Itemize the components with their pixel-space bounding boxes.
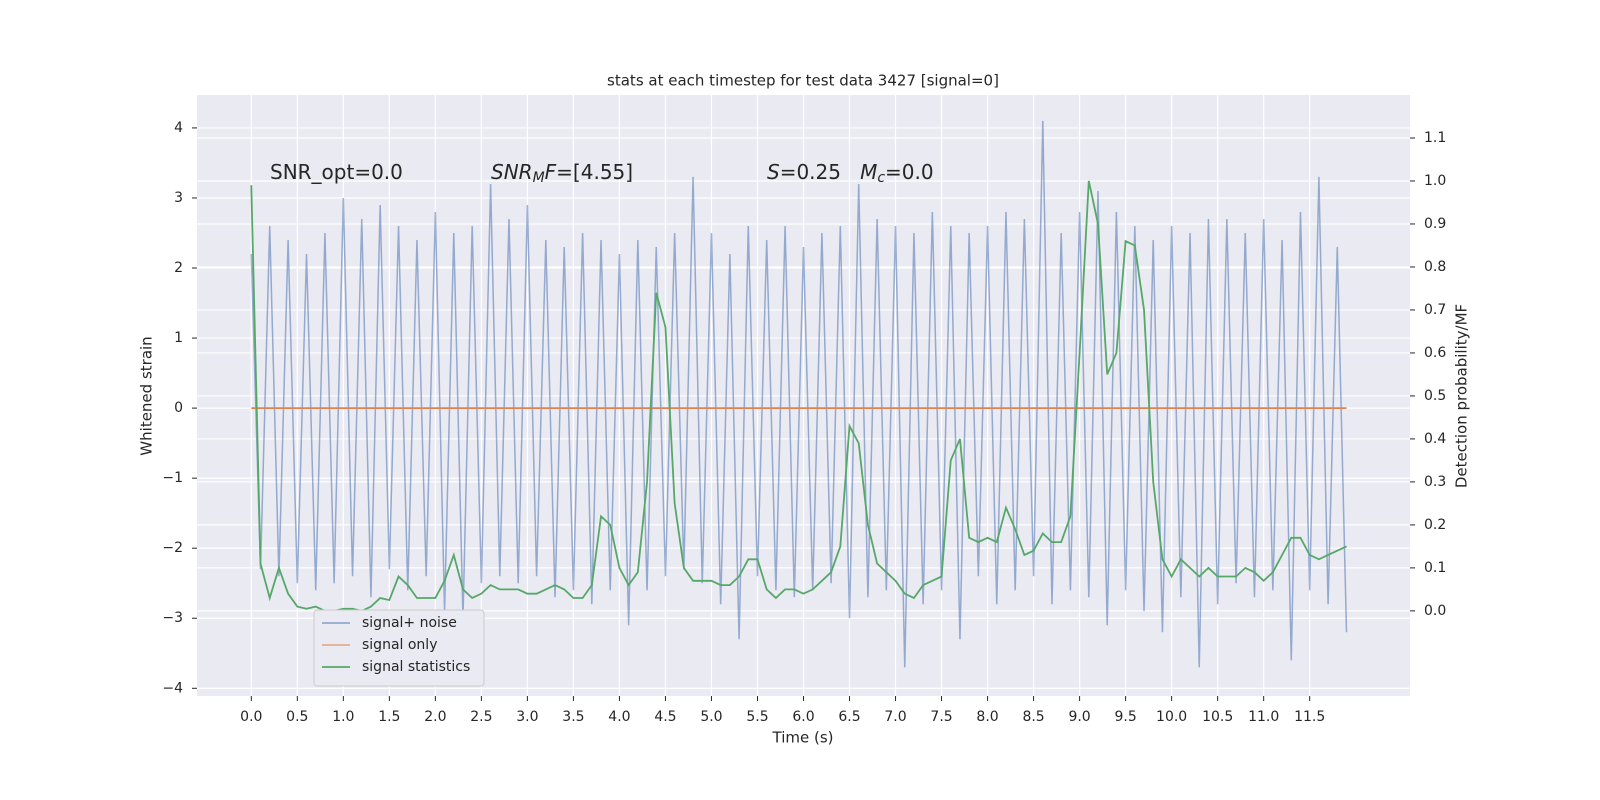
y2-tick-label: 0.0: [1424, 603, 1446, 619]
annotation: SNR_opt=0.0: [270, 160, 403, 184]
y-axis-label: Whitened strain: [138, 336, 156, 455]
x-tick-label: 8.0: [976, 709, 998, 725]
y2-tick-label: 0.4: [1424, 431, 1446, 447]
y2-axis-label: Detection probability/MF: [1453, 304, 1471, 488]
y-tick-label: −1: [162, 470, 183, 486]
y-tick-label: −4: [162, 680, 183, 696]
annotation-part: F: [545, 160, 557, 184]
legend-box: [313, 609, 485, 687]
x-tick-label: 1.0: [332, 709, 354, 725]
x-tick-label: 1.5: [378, 709, 400, 725]
x-tick-label: 3.5: [562, 709, 584, 725]
x-tick-label: 6.5: [838, 709, 860, 725]
x-tick-label: 6.0: [792, 709, 814, 725]
x-tick-label: 5.0: [700, 709, 722, 725]
y-tick-label: 0: [174, 400, 183, 416]
x-tick-label: 2.0: [424, 709, 446, 725]
legend-label: signal only: [362, 637, 437, 653]
series-line: [250, 120, 1348, 668]
x-tick-label: 5.5: [746, 709, 768, 725]
y2-tick-label: 1.1: [1424, 130, 1446, 146]
y-tick-label: −3: [162, 610, 183, 626]
y2-tick-label: 0.1: [1424, 560, 1446, 576]
annotation-part: S: [767, 160, 780, 184]
legend-label: signal+ noise: [362, 615, 457, 631]
legend-label: signal statistics: [362, 659, 470, 675]
x-tick-label: 0.5: [286, 709, 308, 725]
x-tick-label: 10.5: [1202, 709, 1233, 725]
x-tick-label: 0.0: [240, 709, 262, 725]
x-tick-label: 9.0: [1068, 709, 1090, 725]
x-tick-label: 11.0: [1248, 709, 1279, 725]
annotation-part: M: [860, 160, 877, 184]
x-tick-label: 3.0: [516, 709, 538, 725]
x-tick-label: 10.0: [1156, 709, 1187, 725]
x-tick-label: 7.0: [884, 709, 906, 725]
x-tick-label: 11.5: [1294, 709, 1325, 725]
annotation-part: =[4.55]: [556, 160, 633, 184]
annotation-part: SNR_opt=0.0: [270, 160, 403, 184]
annotation-part: =0.25: [780, 160, 860, 184]
y-tick-label: −2: [162, 540, 183, 556]
annotation: S=0.25 Mc=0.0: [767, 160, 934, 187]
y2-tick-label: 0.5: [1424, 388, 1446, 404]
y-tick-label: 3: [174, 190, 183, 206]
series-line: [250, 180, 1347, 612]
x-axis-label: Time (s): [772, 729, 834, 747]
annotation: SNRMF=[4.55]: [491, 160, 633, 187]
y-tick-label: 2: [174, 260, 183, 276]
y2-tick-label: 0.8: [1424, 259, 1446, 275]
x-tick-label: 2.5: [470, 709, 492, 725]
annotation-part: SNR: [491, 160, 533, 184]
chart-title: stats at each timestep for test data 342…: [607, 72, 999, 90]
y2-tick-label: 1.0: [1424, 173, 1446, 189]
y2-tick-label: 0.2: [1424, 517, 1446, 533]
y-tick-label: 1: [174, 330, 183, 346]
annotation-part: =0.0: [885, 160, 934, 184]
y2-tick-label: 0.3: [1424, 474, 1446, 490]
y2-tick-label: 0.9: [1424, 216, 1446, 232]
x-tick-label: 7.5: [930, 709, 952, 725]
y-tick-label: 4: [174, 120, 183, 136]
x-tick-label: 9.5: [1114, 709, 1136, 725]
annotation-part: M: [533, 170, 545, 186]
y2-tick-label: 0.6: [1424, 345, 1446, 361]
x-tick-label: 4.0: [608, 709, 630, 725]
x-tick-label: 4.5: [654, 709, 676, 725]
annotation-part: c: [877, 170, 885, 186]
x-tick-label: 8.5: [1022, 709, 1044, 725]
y2-tick-label: 0.7: [1424, 302, 1446, 318]
